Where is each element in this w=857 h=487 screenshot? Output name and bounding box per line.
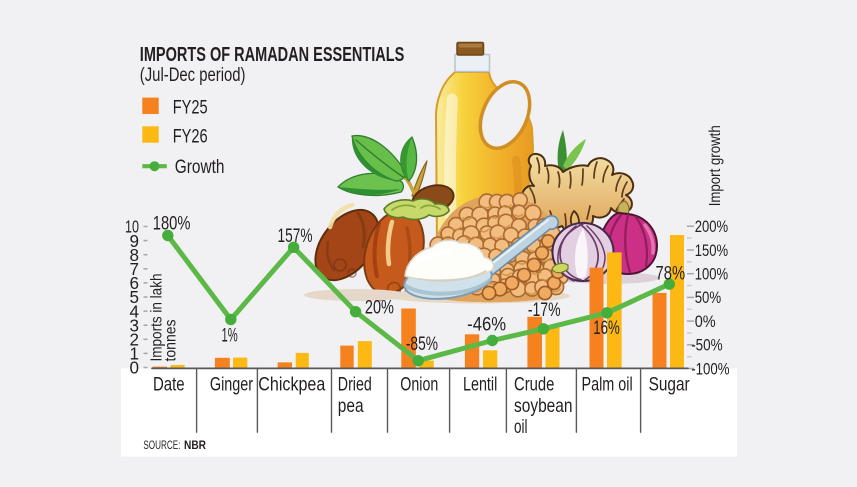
- svg-text:Lentil: Lentil: [463, 373, 497, 395]
- svg-text:180%: 180%: [153, 213, 191, 235]
- svg-text:4: 4: [130, 301, 140, 321]
- svg-text:-100%: -100%: [691, 360, 730, 378]
- svg-text:16%: 16%: [593, 317, 620, 339]
- svg-text:6: 6: [130, 273, 140, 293]
- svg-text:0%: 0%: [695, 313, 716, 331]
- svg-text:200%: 200%: [695, 218, 729, 236]
- svg-text:-17%: -17%: [528, 299, 561, 321]
- svg-text:10: 10: [125, 217, 139, 237]
- svg-text:2: 2: [130, 330, 140, 350]
- svg-text:0: 0: [130, 358, 140, 378]
- svg-text:3: 3: [130, 315, 140, 335]
- svg-text:1%: 1%: [222, 325, 238, 347]
- svg-text:Import growth: Import growth: [707, 125, 724, 206]
- svg-text:9: 9: [130, 231, 140, 251]
- svg-text:7: 7: [130, 259, 140, 279]
- svg-text:8: 8: [130, 245, 140, 265]
- svg-text:100%: 100%: [695, 265, 729, 283]
- svg-text:Palm oil: Palm oil: [582, 373, 633, 395]
- svg-text:tonnes: tonnes: [163, 319, 180, 361]
- svg-text:50%: 50%: [695, 289, 722, 307]
- svg-text:Ginger: Ginger: [210, 373, 254, 395]
- svg-text:SOURCE:: SOURCE:: [143, 440, 180, 452]
- svg-text:oil: oil: [514, 416, 528, 438]
- svg-text:soybean: soybean: [514, 395, 573, 417]
- svg-text:Chickpea: Chickpea: [258, 373, 325, 395]
- svg-text:-50%: -50%: [691, 337, 723, 355]
- svg-text:-46%: -46%: [467, 314, 506, 336]
- svg-text:NBR: NBR: [184, 440, 207, 452]
- svg-text:Crude: Crude: [514, 373, 554, 395]
- svg-text:157%: 157%: [278, 225, 313, 247]
- svg-text:Date: Date: [153, 373, 185, 395]
- svg-text:pea: pea: [338, 395, 364, 417]
- svg-text:Growth: Growth: [175, 156, 225, 178]
- svg-text:-85%: -85%: [406, 333, 438, 355]
- svg-text:Sugar: Sugar: [649, 373, 690, 395]
- svg-text:(Jul-Dec period): (Jul-Dec period): [140, 64, 246, 86]
- svg-text:150%: 150%: [695, 242, 729, 260]
- svg-text:5: 5: [130, 287, 140, 307]
- svg-text:Onion: Onion: [400, 373, 438, 395]
- svg-text:Imports in lakh: Imports in lakh: [149, 274, 166, 362]
- svg-text:FY26: FY26: [173, 125, 208, 147]
- svg-text:20%: 20%: [365, 297, 394, 319]
- svg-text:Dried: Dried: [338, 373, 372, 395]
- svg-text:78%: 78%: [656, 263, 686, 285]
- svg-text:1: 1: [130, 344, 140, 364]
- svg-text:FY25: FY25: [173, 97, 208, 119]
- svg-text:IMPORTS OF RAMADAN ESSENTIALS: IMPORTS OF RAMADAN ESSENTIALS: [140, 44, 405, 66]
